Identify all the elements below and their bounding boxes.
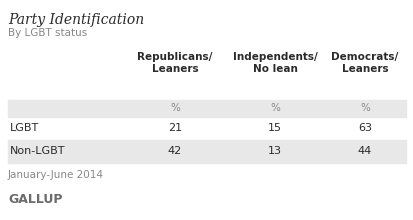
Text: %: % (269, 103, 279, 113)
Text: Democrats/
Leaners: Democrats/ Leaners (330, 52, 398, 74)
Text: 15: 15 (267, 123, 281, 133)
Text: By LGBT status: By LGBT status (8, 28, 87, 38)
Text: Independents/
No lean: Independents/ No lean (232, 52, 317, 74)
Text: Party Identification: Party Identification (8, 13, 144, 27)
Text: %: % (359, 103, 369, 113)
Text: GALLUP: GALLUP (8, 193, 62, 206)
Bar (8, 140, 405, 163)
Text: Non-LGBT: Non-LGBT (10, 146, 65, 156)
Text: 42: 42 (167, 146, 182, 156)
Text: January-June 2014: January-June 2014 (8, 170, 104, 180)
Text: 44: 44 (357, 146, 371, 156)
Text: %: % (170, 103, 180, 113)
Text: 63: 63 (357, 123, 371, 133)
Text: Republicans/
Leaners: Republicans/ Leaners (137, 52, 212, 74)
Text: 13: 13 (267, 146, 281, 156)
Bar (8, 100, 405, 117)
Text: LGBT: LGBT (10, 123, 39, 133)
Text: 21: 21 (168, 123, 182, 133)
